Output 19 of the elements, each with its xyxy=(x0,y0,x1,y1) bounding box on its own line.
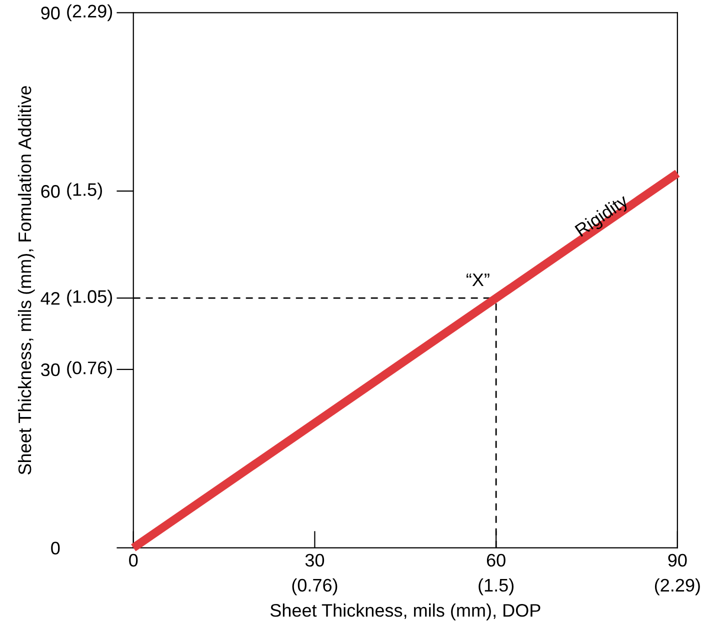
text: (1.5) xyxy=(67,182,102,200)
y-tick-label: 30 xyxy=(41,363,60,376)
x-tick-label: 0 xyxy=(129,554,138,567)
text: (1.5) xyxy=(478,578,514,596)
text: (1.05) xyxy=(67,290,112,307)
y-tick-label: 90 xyxy=(41,6,60,20)
text: (2.29) xyxy=(654,578,700,596)
annotation: “X” xyxy=(466,274,490,286)
text: (0.76) xyxy=(292,578,338,596)
x-tick-label: 30 xyxy=(305,554,324,567)
y-tick-label: 0 xyxy=(51,542,60,555)
x-tick-label: 90 xyxy=(668,554,687,567)
x-axis-title: Sheet Thickness, mils (mm), DOP xyxy=(270,604,540,620)
text: (2.29) xyxy=(67,4,112,22)
y-axis-title: Sheet Thickness, mils (mm), Fomulation Additive xyxy=(18,86,35,474)
text: (0.76) xyxy=(67,361,112,378)
y-tick-label: 60 xyxy=(41,185,60,198)
y-tick-label: 42 xyxy=(40,292,60,305)
x-tick-label: 60 xyxy=(486,554,506,567)
